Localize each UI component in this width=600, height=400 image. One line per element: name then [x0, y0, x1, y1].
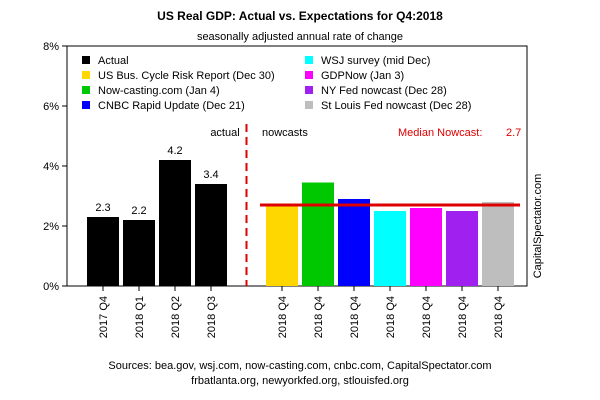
- x-tick-label: 2018 Q4: [421, 296, 433, 338]
- legend-swatch: [82, 86, 90, 94]
- legend-label: Actual: [98, 55, 129, 67]
- legend-swatch: [305, 56, 313, 64]
- x-tick-label: 2018 Q4: [493, 296, 505, 338]
- x-tick-label: 2018 Q4: [277, 296, 289, 338]
- section-label-nowcasts: nowcasts: [262, 127, 308, 139]
- bar-value-label: 3.4: [203, 169, 218, 181]
- bar: [302, 182, 334, 286]
- bar: [374, 211, 406, 286]
- x-tick-label: 2018 Q4: [349, 296, 361, 338]
- x-tick-label: 2018 Q4: [385, 296, 397, 338]
- legend-label: Now-casting.com (Jan 4): [98, 85, 220, 97]
- x-tick-label: 2017 Q4: [98, 296, 110, 338]
- median-label: Median Nowcast:: [398, 127, 482, 139]
- legend-label: GDPNow (Jan 3): [321, 70, 404, 82]
- bar-value-label: 2.3: [95, 202, 110, 214]
- value-labels: 2.3 2.2 4.2 3.4: [95, 145, 218, 217]
- x-tick-label: 2018 Q4: [457, 296, 469, 338]
- legend-label: St Louis Fed nowcast (Dec 28): [321, 100, 471, 112]
- legend-swatch: [82, 56, 90, 64]
- legend-swatch: [82, 71, 90, 79]
- legend-label: WSJ survey (mid Dec): [321, 55, 430, 67]
- x-tick-label: 2018 Q3: [206, 296, 218, 338]
- legend-label: CNBC Rapid Update (Dec 21): [98, 100, 245, 112]
- y-axis: 0% 2% 4% 6% 8%: [43, 41, 67, 293]
- sources-line-1: Sources: bea.gov, wsj.com, now-casting.c…: [108, 360, 491, 372]
- median-value: 2.7: [506, 127, 521, 139]
- x-tick-label: 2018 Q1: [134, 296, 146, 338]
- bar: [338, 199, 370, 286]
- legend-swatch: [305, 71, 313, 79]
- legend-label: US Bus. Cycle Risk Report (Dec 30): [98, 70, 275, 82]
- legend-swatch: [305, 86, 313, 94]
- legend-swatch: [305, 101, 313, 109]
- y-tick-label: 4%: [43, 161, 59, 173]
- bar: [266, 205, 298, 286]
- x-tick-label: 2018 Q2: [170, 296, 182, 338]
- chart-title: US Real GDP: Actual vs. Expectations for…: [157, 9, 443, 23]
- sources-line-2: frbatlanta.org, newyorkfed.org, stlouisf…: [191, 375, 409, 387]
- bar: [482, 202, 514, 286]
- legend-swatch: [82, 101, 90, 109]
- legend-label: NY Fed nowcast (Dec 28): [321, 85, 447, 97]
- bar: [410, 208, 442, 286]
- bar: [87, 217, 119, 286]
- bar-value-label: 2.2: [131, 205, 146, 217]
- y-tick-label: 0%: [43, 281, 59, 293]
- bar: [446, 211, 478, 286]
- legend: Actual US Bus. Cycle Risk Report (Dec 30)…: [82, 55, 471, 112]
- x-axis: 2017 Q4 2018 Q1 2018 Q2 2018 Q3 2018 Q4 2018 …: [98, 286, 505, 338]
- bar: [123, 220, 155, 286]
- y-tick-label: 6%: [43, 101, 59, 113]
- bar: [195, 184, 227, 286]
- chart-subtitle: seasonally adjusted annual rate of chang…: [197, 31, 403, 43]
- watermark: CapitalSpectator.com: [532, 174, 544, 279]
- bar-value-label: 4.2: [167, 145, 182, 157]
- bar: [159, 160, 191, 286]
- x-tick-label: 2018 Q4: [313, 296, 325, 338]
- y-tick-label: 8%: [43, 41, 59, 53]
- bars: [87, 160, 514, 286]
- section-label-actual: actual: [210, 127, 239, 139]
- y-tick-label: 2%: [43, 221, 59, 233]
